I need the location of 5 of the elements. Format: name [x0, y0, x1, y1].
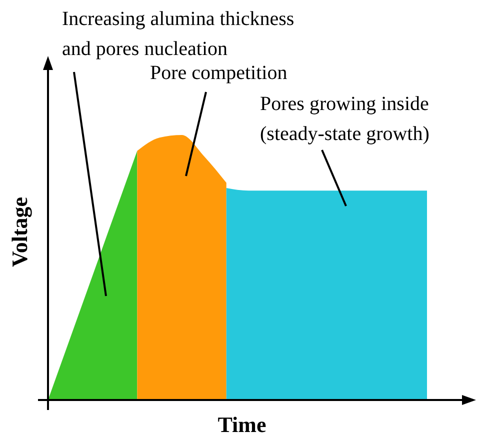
annotation: Pores growing inside (steady-state growth)	[260, 93, 430, 145]
text: Pore competition	[150, 62, 288, 84]
x-axis-title: Time	[218, 412, 266, 437]
text: Increasing alumina thickness and pores nucleation	[62, 8, 294, 60]
y-axis-title: Voltage	[7, 196, 32, 268]
